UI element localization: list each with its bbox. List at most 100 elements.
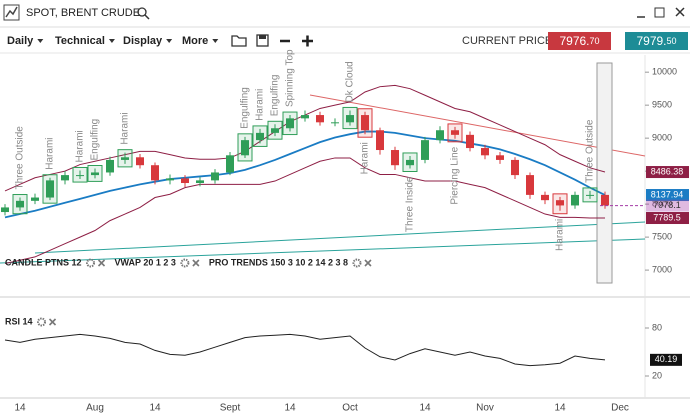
candle-body <box>346 115 354 123</box>
x-tick-label: Nov <box>476 403 494 414</box>
remove-icon[interactable] <box>192 259 200 267</box>
price-tag <box>646 166 689 179</box>
price-value: 7979.50 <box>636 34 676 48</box>
candle-body <box>556 200 564 206</box>
candle-body <box>421 140 429 160</box>
candle-body <box>136 157 144 166</box>
pattern-label: Harami <box>255 89 266 121</box>
search-icon[interactable] <box>137 7 147 17</box>
menu-item[interactable]: Display <box>123 35 163 47</box>
trend-line <box>309 94 646 157</box>
settings-icon[interactable] <box>352 258 362 268</box>
price-tag-label: 7978.1 <box>653 200 681 210</box>
dropdown-arrow <box>108 39 115 43</box>
pattern-label: Three Outside <box>15 126 26 190</box>
pattern-label: Harami <box>75 130 86 162</box>
candle-body <box>466 134 474 149</box>
y-tick-label: 7000 <box>652 264 672 274</box>
x-tick-label: 14 <box>554 403 566 414</box>
pattern-box <box>357 108 373 138</box>
candle-body <box>481 148 489 156</box>
price-label: CURRENT PRICE: <box>462 35 555 47</box>
pattern-box <box>267 120 283 140</box>
candle-body <box>31 197 39 201</box>
pattern-box <box>42 174 58 204</box>
price-tag <box>650 353 682 366</box>
dropdown-arrow <box>166 39 173 43</box>
y-tick-label: 7500 <box>652 231 672 241</box>
candle-body <box>196 180 204 184</box>
candle-body <box>526 175 534 195</box>
pattern-label: Engulfing <box>240 87 251 129</box>
pattern-box <box>447 123 463 143</box>
y-tick-label: 9500 <box>652 100 672 110</box>
pattern-box <box>72 166 88 183</box>
settings-icon[interactable] <box>86 258 96 268</box>
candle-body <box>91 172 99 176</box>
pattern-label: Engulfing <box>90 119 101 161</box>
remove-icon[interactable] <box>48 318 57 326</box>
settings-icon[interactable] <box>180 258 190 268</box>
pattern-box <box>342 106 358 130</box>
close-button[interactable] <box>675 7 685 17</box>
maximize-button[interactable] <box>654 7 665 18</box>
candle-body <box>76 175 84 177</box>
menu-item[interactable]: More <box>182 35 208 47</box>
price-tag <box>646 212 689 225</box>
remove-icon[interactable] <box>364 259 372 267</box>
zoom-in-button[interactable] <box>302 35 313 47</box>
candle-body <box>256 132 264 141</box>
x-tick-label: 14 <box>14 403 26 414</box>
y-tick-label: 9000 <box>652 133 672 143</box>
candle-body <box>181 178 189 184</box>
candle-body <box>391 150 399 166</box>
price-box[interactable] <box>625 32 688 50</box>
x-tick-label: 14 <box>284 403 296 414</box>
dropdown-arrow <box>212 39 219 43</box>
x-tick-label: Oct <box>342 403 358 414</box>
menu-item[interactable]: Technical <box>55 35 105 47</box>
candle-body <box>301 115 309 119</box>
price-tag-label: 8486.38 <box>651 166 684 176</box>
pattern-label: Harami <box>45 138 56 170</box>
candle-body <box>46 180 54 198</box>
remove-icon[interactable] <box>97 259 106 267</box>
candle-body <box>151 165 159 181</box>
candle-body <box>571 194 579 206</box>
pattern-box <box>402 152 418 172</box>
candle-body <box>451 130 459 135</box>
pattern-label: Three Outside <box>585 119 596 183</box>
indicator-label[interactable]: CANDLE PTNS 12 <box>5 257 82 267</box>
x-tick-label: Dec <box>611 403 629 414</box>
open-icon[interactable] <box>231 35 247 47</box>
app-icon <box>3 4 20 21</box>
candle-body <box>1 207 9 213</box>
candle-body <box>331 122 339 124</box>
pattern-box <box>252 125 268 147</box>
menu-item[interactable]: Daily <box>7 35 34 47</box>
price-tag-label: 40.19 <box>655 354 678 364</box>
candle-body <box>286 118 294 129</box>
candle-body <box>166 178 174 181</box>
price-tag <box>646 199 689 212</box>
search-icon <box>144 14 150 20</box>
x-tick-label: Aug <box>86 403 104 414</box>
indicator-label[interactable]: VWAP 20 1 2 3 <box>115 257 176 267</box>
pattern-box <box>237 133 253 162</box>
price-box[interactable] <box>548 32 611 50</box>
candle-body <box>121 157 129 160</box>
pattern-box <box>582 187 598 203</box>
pattern-label: Harami <box>120 112 131 144</box>
candle-body <box>226 155 234 173</box>
candle-body <box>271 128 279 133</box>
trend-line <box>34 221 646 254</box>
x-tick-label: 14 <box>419 403 431 414</box>
y-tick-label: 10000 <box>652 67 677 77</box>
y-tick-label: 80 <box>652 322 662 332</box>
price-tag <box>646 189 689 202</box>
settings-icon[interactable] <box>37 317 47 327</box>
pattern-box <box>12 194 28 215</box>
candle-body <box>541 194 549 201</box>
indicator-label[interactable]: PRO TRENDS 150 3 10 2 14 2 3 8 <box>209 257 348 267</box>
